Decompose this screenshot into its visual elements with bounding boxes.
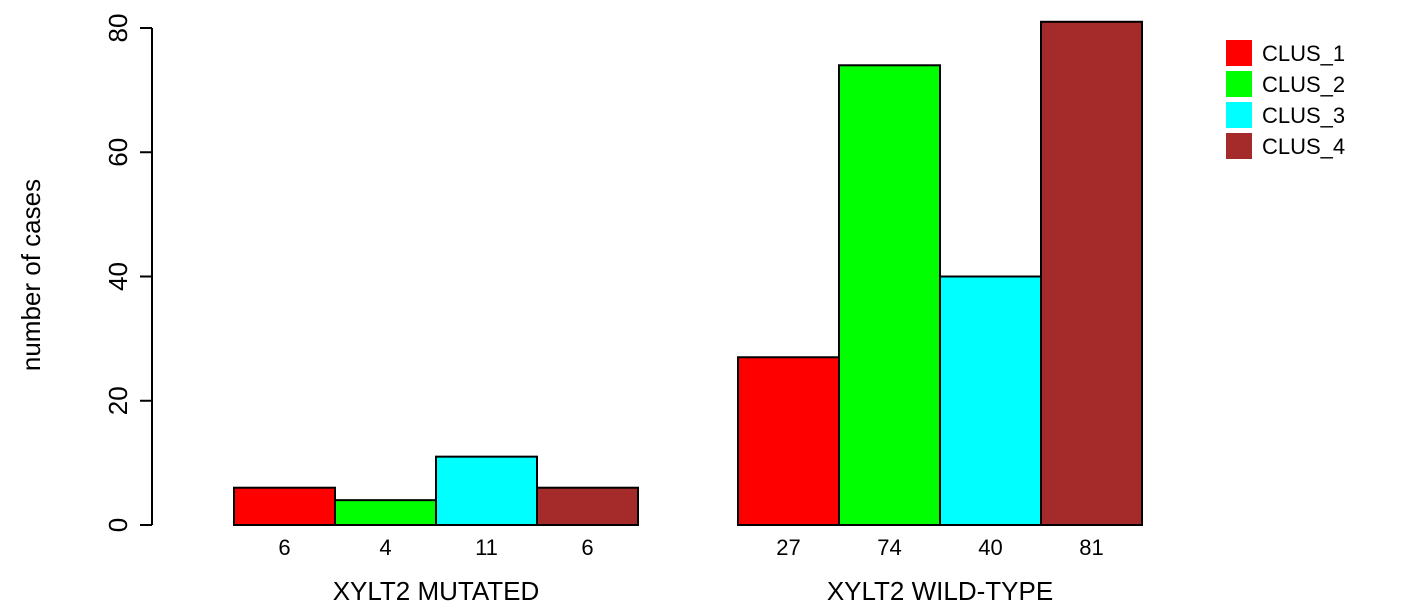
bar-1-4 [536,486,639,527]
legend: CLUS_1 CLUS_2 CLUS_3 CLUS_4 [1226,40,1345,159]
group-label-1: XYLT2 MUTATED [333,576,540,606]
bar-2-1 [737,356,840,527]
bar-2-4 [1040,20,1143,526]
y-tick-label-5: 80 [103,14,133,43]
count-label-1-3: 11 [475,535,498,560]
y-tick-label-1: 0 [103,518,133,532]
bar-1-3 [435,455,538,527]
y-tick-label-4: 60 [103,138,133,167]
legend-label-2: CLUS_2 [1262,72,1345,97]
bar-2-3 [939,275,1042,526]
y-tick-label-3: 40 [103,262,133,291]
count-label-2-3: 40 [978,535,1002,560]
legend-label-4: CLUS_4 [1262,134,1345,159]
count-label-2-4: 81 [1079,535,1103,560]
group-label-2: XYLT2 WILD-TYPE [827,576,1053,606]
bar-1-2 [334,499,437,526]
y-tick-label-2: 20 [103,386,133,415]
y-axis-title: number of cases [16,179,46,371]
labels-layer: 6 4 11 6 XYLT2 MUTATED 27 74 40 81 XYLT2 WILD-TYP… [278,535,1103,606]
legend-swatch-3 [1226,102,1252,128]
count-label-1-1: 6 [278,535,290,560]
legend-swatch-1 [1226,40,1252,66]
bar-1-1 [233,486,336,527]
legend-swatch-4 [1226,133,1252,159]
legend-swatch-2 [1226,71,1252,97]
bars-layer [233,20,1143,527]
bar-2-2 [838,64,941,527]
legend-label-1: CLUS_1 [1262,41,1345,66]
count-label-2-2: 74 [877,535,901,560]
y-axis: 0 20 40 60 80 [103,14,153,532]
count-label-1-2: 4 [379,535,391,560]
count-label-2-1: 27 [776,535,800,560]
legend-label-3: CLUS_3 [1262,103,1345,128]
count-label-1-4: 6 [581,535,593,560]
